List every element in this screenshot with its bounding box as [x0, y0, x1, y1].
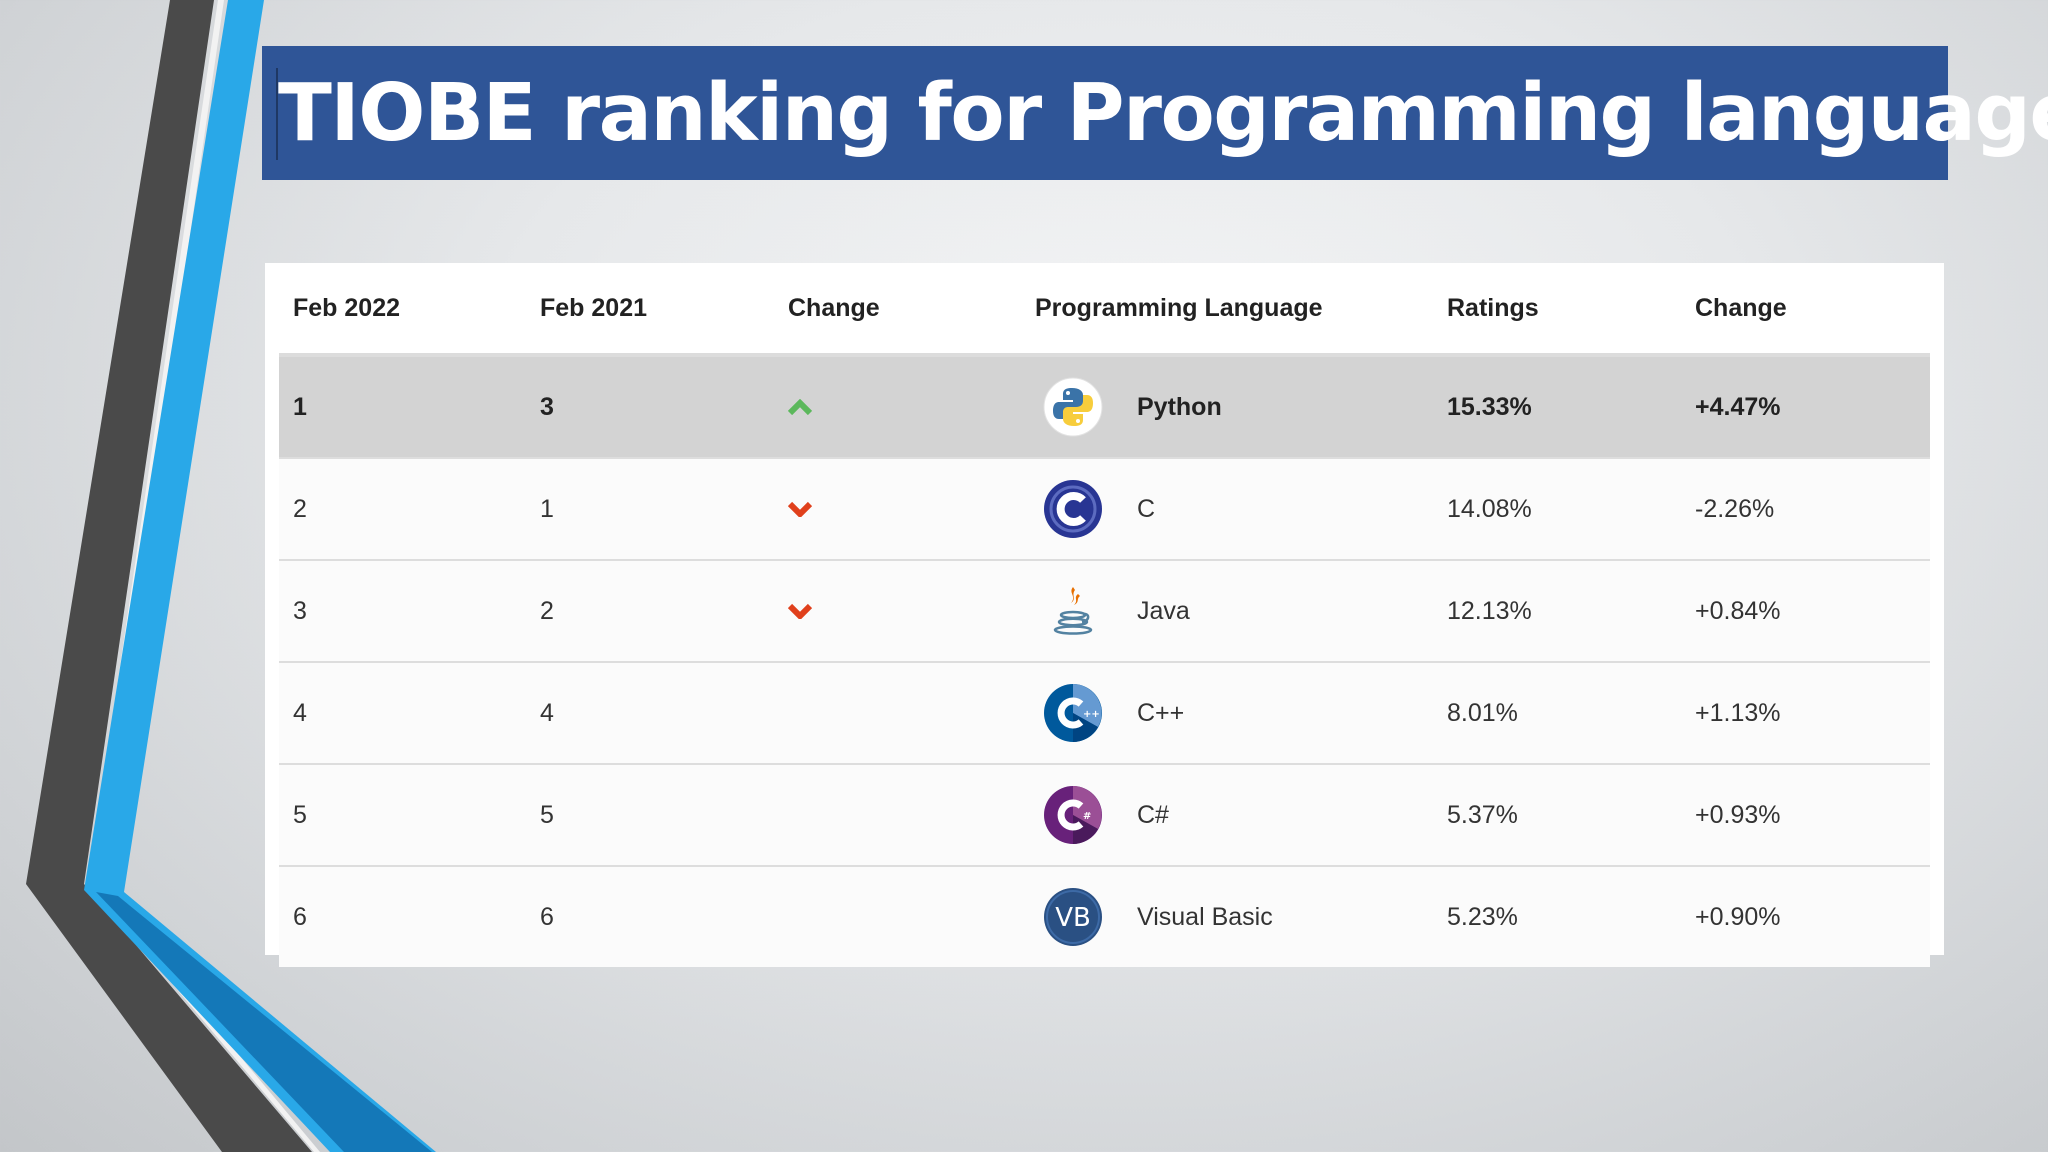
table-row: 4 4 ++ C++ 8.01% — [279, 662, 1930, 765]
header-ratings: Ratings — [1433, 263, 1681, 357]
title-banner: TIOBE ranking for Programming language — [262, 46, 2048, 180]
rating: 14.08% — [1433, 458, 1681, 561]
slide-title: TIOBE ranking for Programming language — [278, 67, 2048, 159]
rank-2022: 4 — [279, 662, 526, 765]
rank-2021: 2 — [526, 560, 774, 663]
table-row: 1 3 Py — [279, 355, 1930, 459]
rating: 5.37% — [1433, 764, 1681, 867]
cpp-logo-icon: ++ — [1044, 684, 1102, 742]
table-row: 3 2 — [279, 560, 1930, 663]
vb-logo-icon: VB — [1044, 888, 1102, 946]
rating-change: +1.13% — [1681, 662, 1930, 765]
dark-stripe — [26, 0, 312, 1152]
header-rating-change: Change — [1681, 263, 1930, 357]
rank-2022: 6 — [279, 866, 526, 967]
rating-change: +0.84% — [1681, 560, 1930, 663]
deep-blue-band — [96, 892, 432, 1152]
header-feb-2022: Feb 2022 — [279, 263, 526, 357]
light-stripe — [88, 0, 320, 1152]
language-name: C — [1137, 494, 1156, 523]
arrow-down-icon — [788, 501, 812, 517]
header-feb-2021: Feb 2021 — [526, 263, 774, 357]
rating-change: +0.90% — [1681, 866, 1930, 967]
table-row: 6 6 VB Visual Basic 5.23% +0.90% — [279, 866, 1930, 967]
svg-text:++: ++ — [1083, 709, 1100, 720]
ranking-table: Feb 2022 Feb 2021 Change Programming Lan… — [279, 263, 1930, 967]
arrow-down-icon — [788, 603, 812, 619]
language-name: C++ — [1137, 698, 1185, 727]
rating: 15.33% — [1433, 355, 1681, 459]
rating-change: -2.26% — [1681, 458, 1930, 561]
rank-2021: 6 — [526, 866, 774, 967]
svg-text:#: # — [1083, 811, 1091, 822]
rank-2021: 5 — [526, 764, 774, 867]
language-name: Java — [1137, 596, 1190, 625]
csharp-logo-icon: # — [1044, 786, 1102, 844]
header-programming-language: Programming Language — [1021, 263, 1433, 357]
rating: 8.01% — [1433, 662, 1681, 765]
header-change: Change — [774, 263, 1021, 357]
rank-2022: 3 — [279, 560, 526, 663]
rank-2021: 3 — [526, 355, 774, 459]
svg-text:VB: VB — [1055, 903, 1091, 933]
ranking-table-card: Feb 2022 Feb 2021 Change Programming Lan… — [265, 263, 1944, 967]
language-name: C# — [1137, 800, 1169, 829]
arrow-up-icon — [788, 398, 812, 415]
rank-2022: 2 — [279, 458, 526, 561]
rank-2022: 1 — [279, 355, 526, 459]
blue-stripe — [84, 0, 436, 1152]
rank-2022: 5 — [279, 764, 526, 867]
language-name: Visual Basic — [1137, 902, 1273, 931]
table-row: 5 5 # C# 5.37% — [279, 764, 1930, 867]
c-logo-icon — [1044, 480, 1102, 538]
rating: 12.13% — [1433, 560, 1681, 663]
rating-change: +0.93% — [1681, 764, 1930, 867]
language-name: Python — [1137, 392, 1222, 421]
rating-change: +4.47% — [1681, 355, 1930, 459]
table-row: 2 1 C 14 — [279, 458, 1930, 561]
table-header-row: Feb 2022 Feb 2021 Change Programming Lan… — [279, 263, 1930, 357]
rank-2021: 4 — [526, 662, 774, 765]
rating: 5.23% — [1433, 866, 1681, 967]
java-logo-icon — [1053, 587, 1093, 635]
python-logo-icon — [1043, 377, 1103, 437]
rank-2021: 1 — [526, 458, 774, 561]
